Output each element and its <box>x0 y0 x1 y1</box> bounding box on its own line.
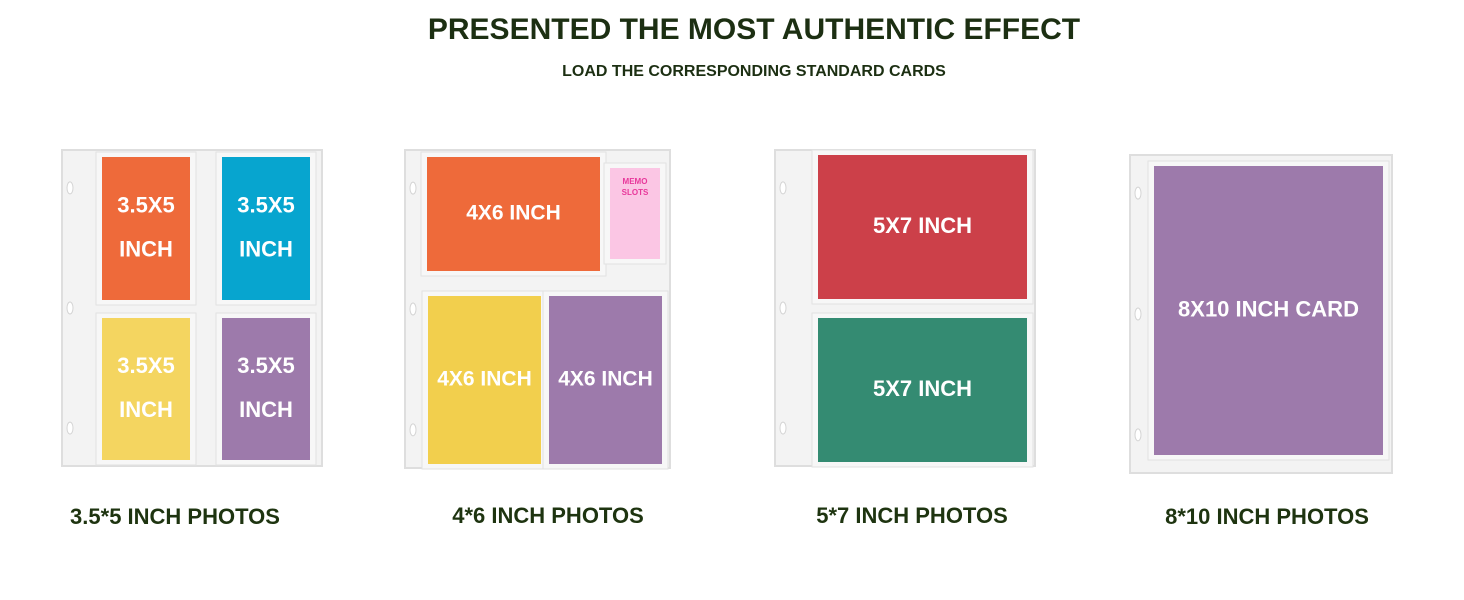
card-label: 3.5X5 <box>237 353 295 378</box>
binder-hole <box>779 301 787 315</box>
card <box>102 157 190 300</box>
binder-hole <box>409 181 417 195</box>
binder-hole <box>1134 307 1142 321</box>
subtitle: LOAD THE CORRESPONDING STANDARD CARDS <box>562 63 946 80</box>
card-label: INCH <box>239 397 293 422</box>
card-label: 8X10 INCH CARD <box>1178 296 1359 321</box>
binder-hole <box>66 421 74 435</box>
binder-hole <box>1134 186 1142 200</box>
card <box>222 318 310 460</box>
card-label: 3.5X5 <box>117 192 175 217</box>
binder-hole <box>779 181 787 195</box>
title: PRESENTED THE MOST AUTHENTIC EFFECT <box>428 13 1080 46</box>
card-label: 3.5X5 <box>117 353 175 378</box>
card-label: 5X7 INCH <box>873 376 972 401</box>
card-label: 4X6 INCH <box>466 202 561 225</box>
binder-hole <box>66 301 74 315</box>
card-label: MEMO <box>623 177 648 186</box>
caption: 8*10 INCH PHOTOS <box>1165 504 1369 529</box>
card <box>102 318 190 460</box>
binder-hole <box>409 423 417 437</box>
card <box>427 157 600 271</box>
card-label: SLOTS <box>622 188 649 197</box>
card <box>428 296 541 464</box>
caption: 5*7 INCH PHOTOS <box>816 503 1008 528</box>
card <box>549 296 662 464</box>
binder-hole <box>66 181 74 195</box>
card-label: 4X6 INCH <box>437 368 532 391</box>
card <box>818 318 1027 462</box>
card-label: 3.5X5 <box>237 192 295 217</box>
card-label: INCH <box>119 397 173 422</box>
binder-hole <box>779 421 787 435</box>
card <box>818 155 1027 299</box>
header-glow <box>262 0 1202 140</box>
card <box>1154 166 1383 455</box>
card-label: 4X6 INCH <box>558 368 653 391</box>
panels: 3.5X5 INCH 3.5X5 INCH 3.5X5 INCH 3.5X5 INCH 3.5*… <box>61 149 1393 529</box>
card-label: INCH <box>119 236 173 261</box>
binder-hole <box>409 302 417 316</box>
caption: 4*6 INCH PHOTOS <box>452 503 644 528</box>
binder-hole <box>1134 428 1142 442</box>
card <box>222 157 310 300</box>
card-label: 5X7 INCH <box>873 213 972 238</box>
card-label: INCH <box>239 236 293 261</box>
card <box>610 168 660 259</box>
caption: 3.5*5 INCH PHOTOS <box>70 504 280 529</box>
